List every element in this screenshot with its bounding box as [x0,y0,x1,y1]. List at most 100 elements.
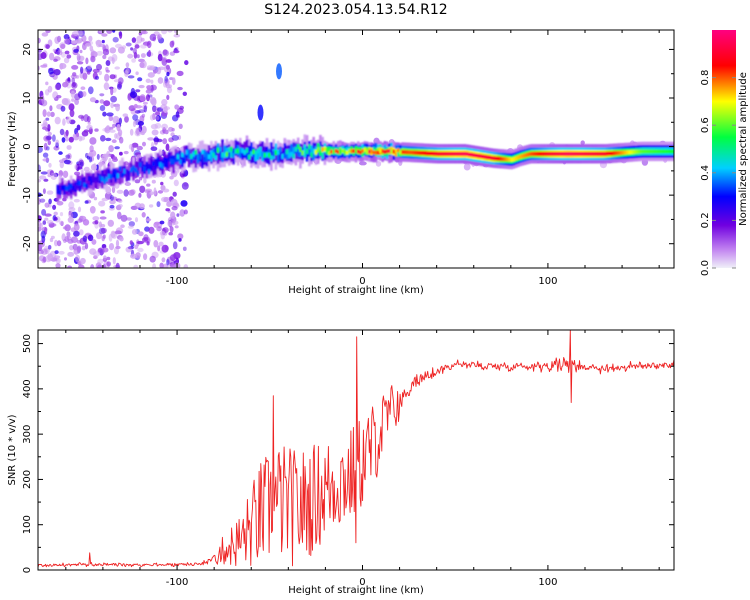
noise-speckle [109,74,116,80]
noise-speckle [44,213,52,217]
noise-speckle [176,213,180,217]
ridge-cell [410,150,413,155]
ridge-cell [138,162,142,168]
ridge-cell [294,146,298,152]
noise-speckle [155,115,160,121]
noise-speckle [147,72,155,78]
noise-speckle [119,236,124,242]
noise-speckle [56,240,62,247]
y-tick-label: 300 [22,425,33,444]
noise-speckle [115,262,120,268]
noise-speckle [91,239,97,245]
ridge-cell [581,151,585,156]
ridge-cell [632,150,636,154]
ridge-cell [388,149,391,153]
ridge-cell [405,150,409,155]
ridge-cell [428,151,431,156]
noise-speckle [94,75,100,80]
ridge-cell [414,150,418,155]
ridge-cell [325,148,329,153]
ridge-cell [461,151,465,156]
ridge-cell [123,168,126,174]
noise-speckle [146,94,150,102]
noise-speckle [161,257,166,263]
noise-speckle [71,98,75,102]
noise-speckle [77,245,82,253]
noise-speckle [141,30,147,35]
y-tick-label: 200 [22,470,33,489]
ridge-cell [481,154,485,159]
noise-speckle [157,53,163,62]
noise-speckle [138,84,145,89]
noise-speckle [41,32,49,37]
noise-speckle [76,61,84,65]
ridge-cell [319,150,322,156]
noise-speckle [50,223,57,227]
ridge-cell [239,147,242,153]
ridge-cell [101,170,104,180]
noise-speckle [64,224,71,232]
noise-speckle [167,30,173,33]
noise-speckle [184,60,189,66]
ridge-cell [563,151,567,156]
noise-speckle [73,223,80,231]
ridge-cell [521,154,525,158]
noise-speckle [65,136,69,142]
noise-speckle [162,49,168,56]
noise-speckle [146,241,150,246]
noise-speckle [113,79,121,83]
ridge-cell [221,139,224,156]
noise-speckle [115,245,121,250]
noise-speckle [181,182,189,190]
noise-speckle [48,198,52,205]
noise-speckle [112,123,116,128]
ridge-cell [641,149,645,154]
ridge-cell [261,141,264,158]
ridge-cell [78,181,82,192]
ridge-cell [150,165,153,171]
noise-speckle [96,232,102,240]
noise-speckle [68,136,74,143]
noise-speckle [112,156,118,160]
colorbar-gradient [712,30,736,268]
noise-speckle [172,220,179,225]
noise-speckle [130,47,134,51]
noise-speckle [88,35,93,42]
noise-speckle [77,206,82,213]
noise-speckle [146,85,152,90]
noise-speckle [127,225,134,229]
noise-speckle [159,130,166,135]
noise-speckle [89,145,94,153]
noise-speckle [135,127,142,135]
ridge-cell [203,156,206,162]
noise-speckle [117,211,122,220]
ridge-cell [303,144,307,155]
noise-speckle [55,139,60,147]
ridge-cell [165,162,169,168]
noise-speckle [114,183,120,189]
ridge-cell [425,151,429,156]
ridge-cell [510,157,514,162]
noise-speckle [126,217,132,221]
noise-speckle [68,207,76,212]
noise-speckle [157,77,164,84]
ridge-cell [448,151,451,156]
ridge-cell [332,149,336,154]
noise-speckle [178,123,183,129]
noise-speckle [106,112,114,117]
noise-speckle [119,151,123,156]
ridge-cell [650,149,654,154]
ridge-cell [408,150,411,155]
colorbar-tick-label: 0.4 [700,165,711,181]
noise-speckle [88,156,93,163]
x-tick-label: 0 [359,276,365,287]
noise-speckle [86,116,91,123]
noise-speckle [49,52,55,61]
noise-speckle [140,60,147,69]
noise-speckle [96,50,103,56]
ridge-cell [141,160,144,171]
ridge-cell [401,150,404,154]
noise-speckle [153,187,157,195]
spectrogram-frame [37,29,675,269]
